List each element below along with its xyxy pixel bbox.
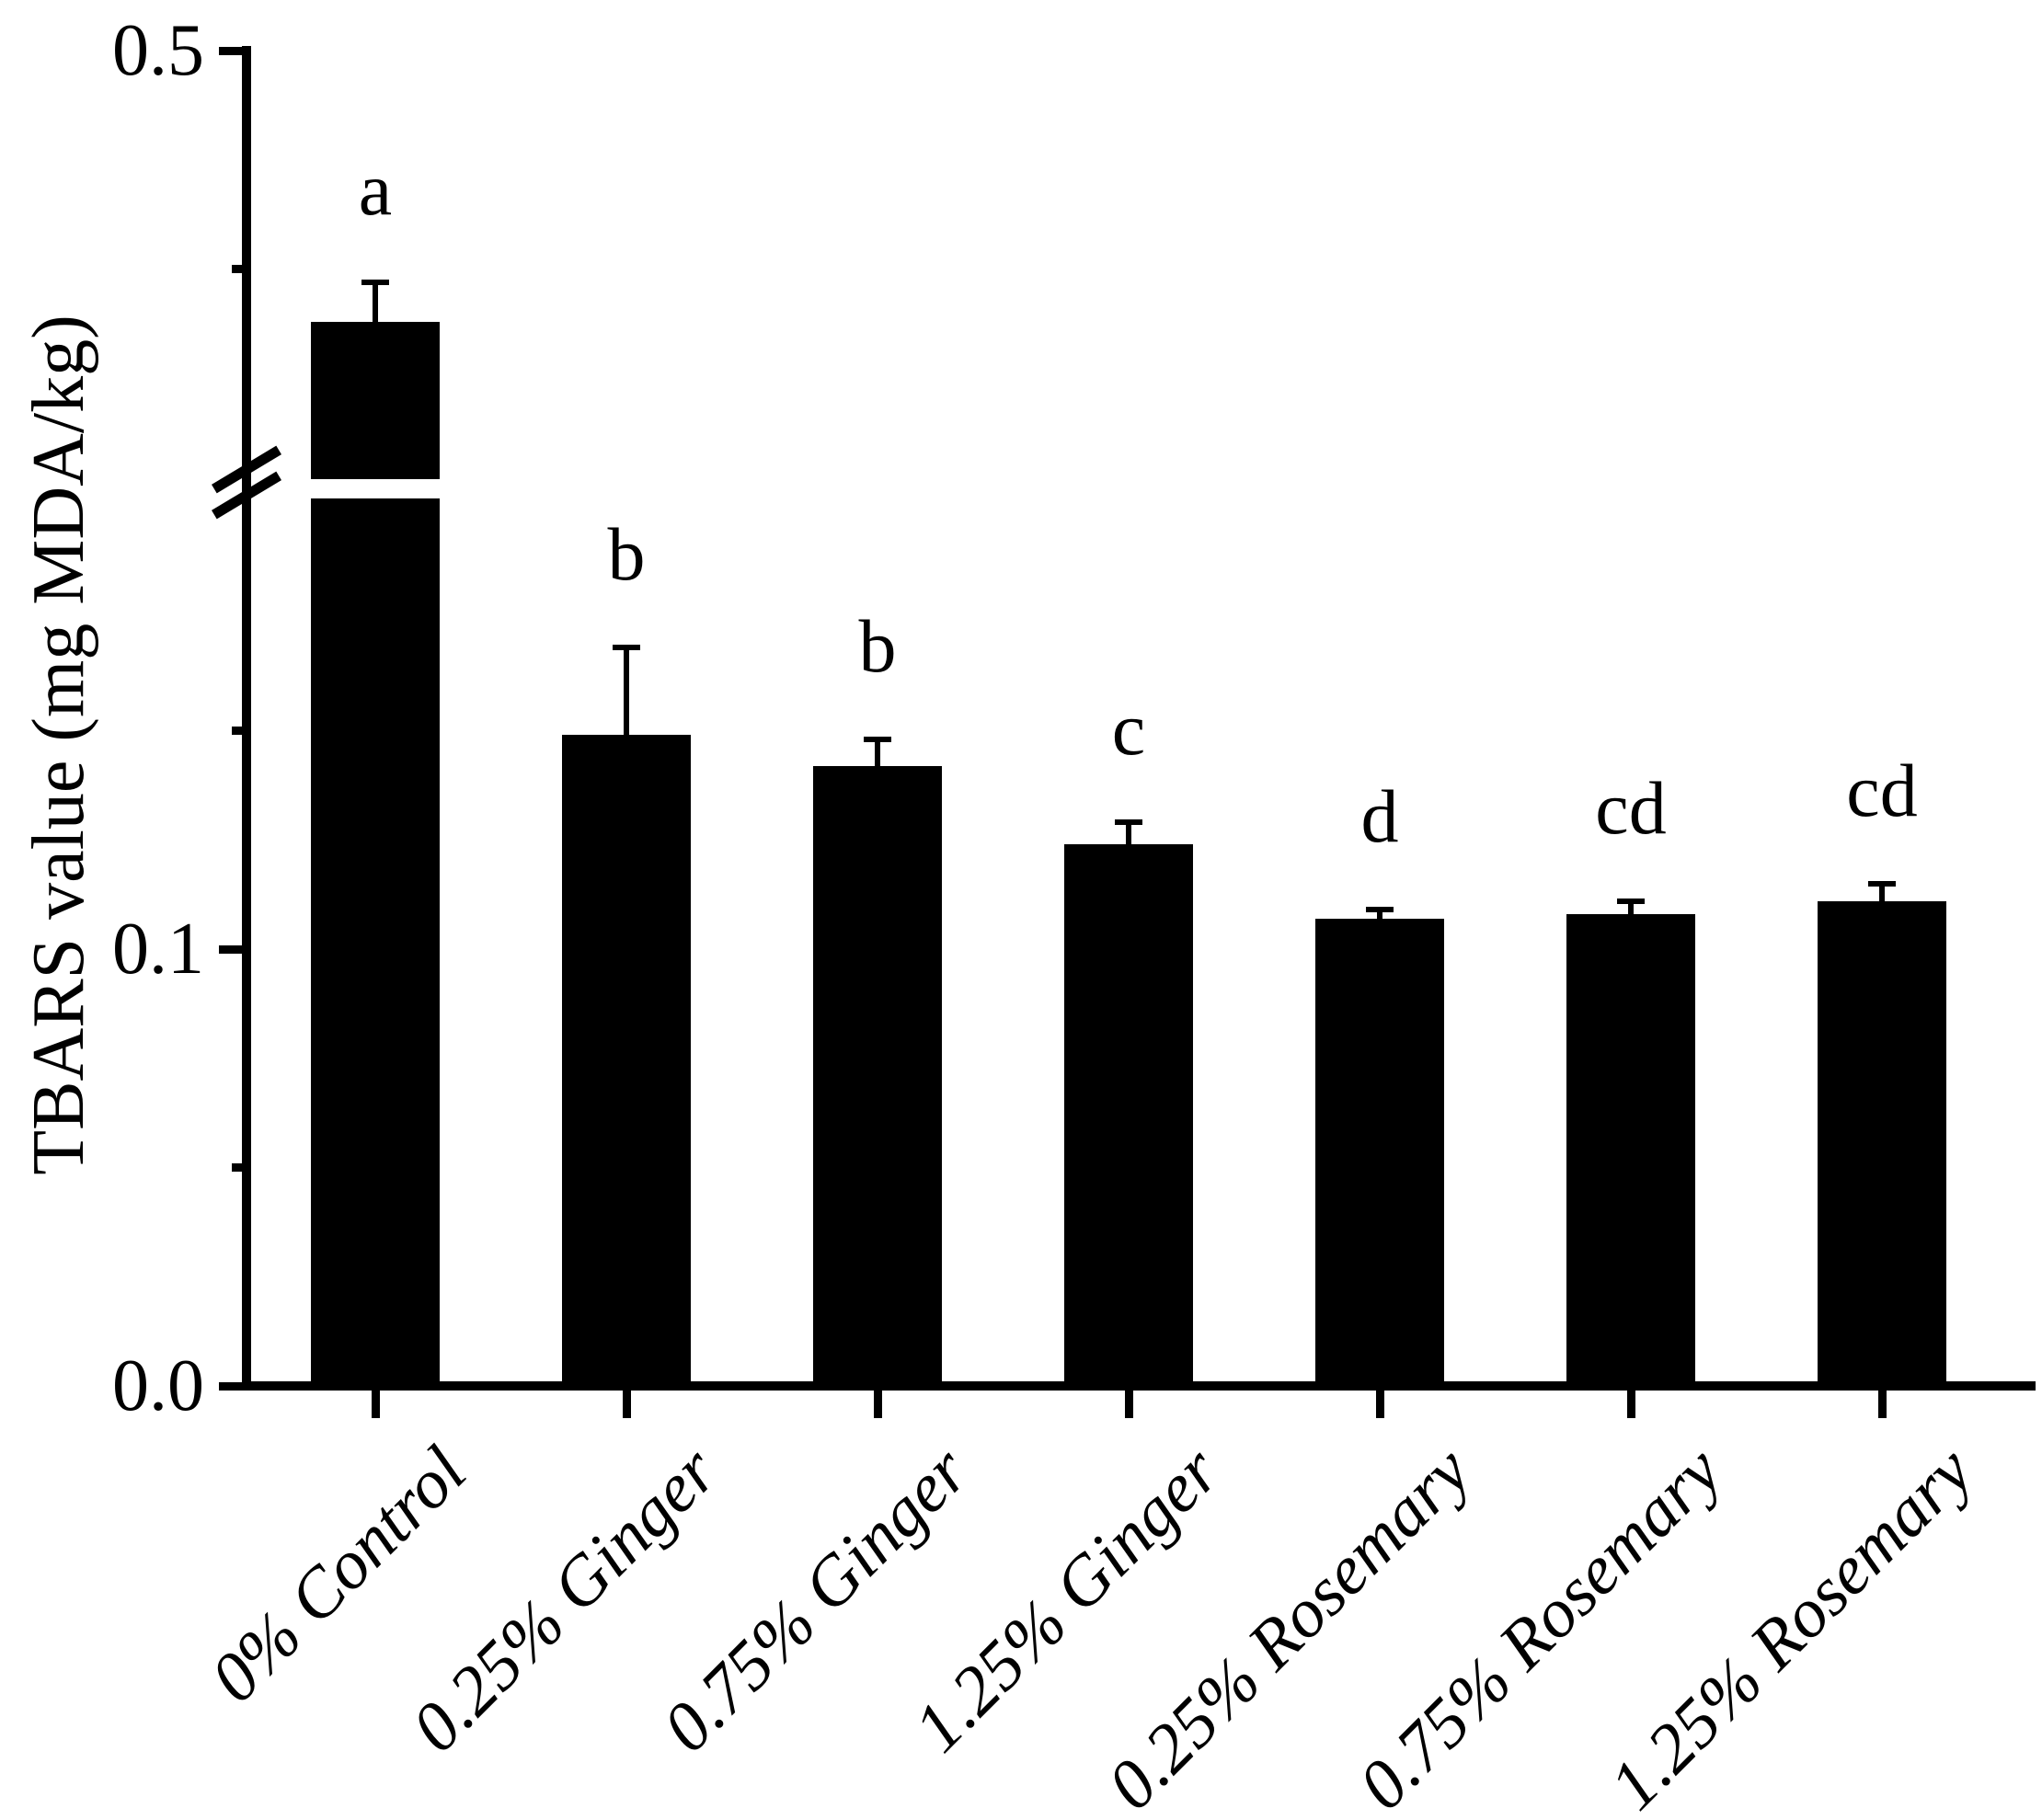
bar-lower-segment <box>311 498 440 1386</box>
error-bar-cap <box>1115 819 1142 826</box>
x-tick <box>1124 1391 1133 1418</box>
sig-letter: cd <box>1846 748 1918 832</box>
error-bar-line <box>1628 900 1634 914</box>
error-bar-cap <box>1868 880 1896 887</box>
error-bar-cap <box>1366 907 1394 913</box>
error-bar-line <box>624 647 629 736</box>
x-tick <box>1626 1391 1635 1418</box>
error-bar-line <box>1377 910 1382 919</box>
y-major-tick <box>219 46 247 55</box>
y-tick-label: 0.0 <box>112 1345 204 1426</box>
y-minor-tick <box>232 265 247 273</box>
bar <box>1064 844 1193 1386</box>
y-major-tick <box>219 1381 247 1391</box>
y-axis-title-text: TBARS value (mg MDA/kg) <box>18 315 99 1175</box>
error-bar-cap <box>613 645 640 651</box>
sig-letter: cd <box>1595 765 1667 850</box>
sig-letter: d <box>1360 774 1399 859</box>
x-tick <box>622 1391 631 1418</box>
bar <box>1818 900 1946 1386</box>
sig-letter: b <box>607 512 646 597</box>
x-tick <box>1375 1391 1384 1418</box>
bar <box>813 765 942 1386</box>
y-tick-label: 0.5 <box>112 10 204 91</box>
sig-letter: a <box>358 146 393 231</box>
x-tick <box>873 1391 882 1418</box>
x-tick <box>371 1391 380 1418</box>
y-major-tick <box>219 944 247 954</box>
y-tick-label: 0.1 <box>112 909 204 990</box>
x-tick <box>1877 1391 1887 1418</box>
sig-letter: b <box>858 604 897 688</box>
error-bar-line <box>1126 822 1131 844</box>
x-axis-line <box>242 1381 2036 1391</box>
error-bar-line <box>373 281 378 322</box>
y-minor-tick <box>232 727 247 735</box>
sig-letter: c <box>1111 687 1146 772</box>
y-minor-tick <box>232 1163 247 1172</box>
bar <box>562 735 691 1386</box>
error-bar-cap <box>1617 898 1645 904</box>
error-bar-line <box>1879 883 1885 901</box>
error-bar-line <box>875 739 880 766</box>
y-axis-line <box>242 46 251 1391</box>
bar <box>1566 914 1695 1386</box>
error-bar-cap <box>864 737 891 742</box>
bar-upper-segment <box>311 321 440 479</box>
error-bar-cap <box>361 279 389 285</box>
bar <box>1315 918 1444 1386</box>
